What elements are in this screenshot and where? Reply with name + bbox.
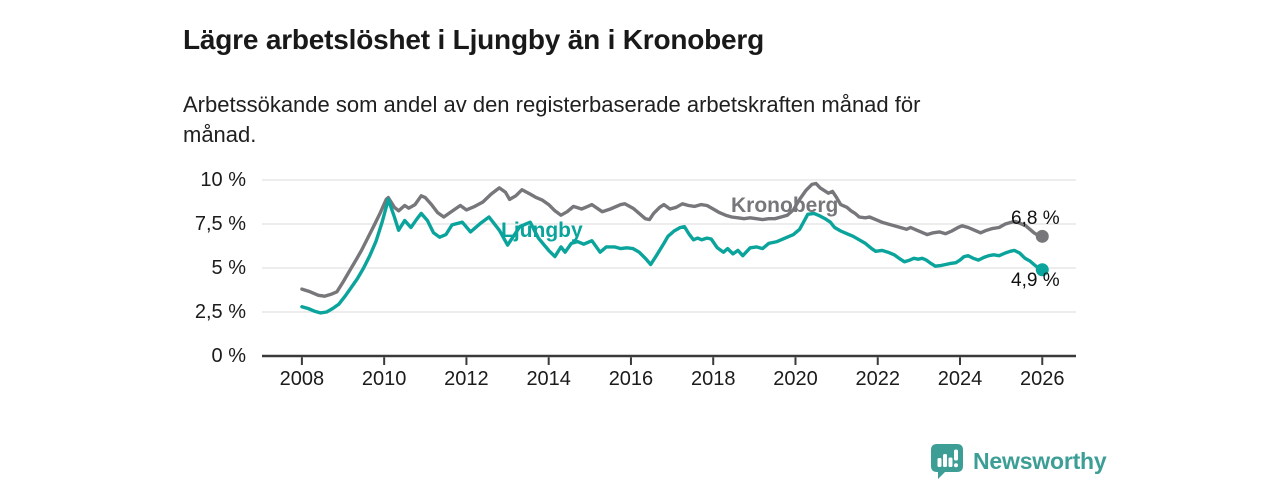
x-tick-label: 2022 [855,368,900,390]
newsworthy-logo-text: Newsworthy [973,447,1107,474]
series-line-ljungby [300,197,1045,315]
y-tick-label: 5 % [211,257,246,279]
x-tick-label: 2012 [444,368,489,390]
series-line-kronoberg [300,181,1045,298]
newsworthy-logo: Newsworthy [930,443,1107,479]
x-tick-label: 2026 [1020,368,1065,390]
series-label-ljungby: Ljungby [501,219,583,242]
y-tick-label: 0 % [211,345,246,367]
x-tick-label: 2008 [279,368,325,390]
y-tick-label: 7,5 % [194,213,246,235]
chart-subtitle-line1: Arbetssökande som andel av den registerb… [183,92,921,117]
y-tick-label: 2,5 % [194,301,246,323]
x-tick-label: 2020 [773,368,818,390]
newsworthy-logo-icon [931,444,963,479]
end-value-label-kronoberg: 6,8 % [1011,208,1060,229]
end-value-label-ljungby: 4,9 % [1011,270,1060,291]
x-tick-label: 2016 [608,368,654,390]
x-tick-label: 2010 [361,368,407,390]
x-tick-label: 2024 [937,368,983,390]
series-end-dot-ljungby [1035,263,1049,277]
x-tick-label: 2014 [526,368,571,390]
chart-subtitle-line2: månad. [183,122,257,147]
series-label-kronoberg: Kronoberg [731,194,839,217]
series-end-dot-kronoberg [1035,229,1049,243]
chart-subtitle: Arbetssökande som andel av den registerb… [183,90,920,150]
y-tick-label: 10 % [200,169,246,191]
x-tick-label: 2018 [690,368,736,390]
chart-title: Lägre arbetslöshet i Ljungby än i Kronob… [183,23,765,55]
